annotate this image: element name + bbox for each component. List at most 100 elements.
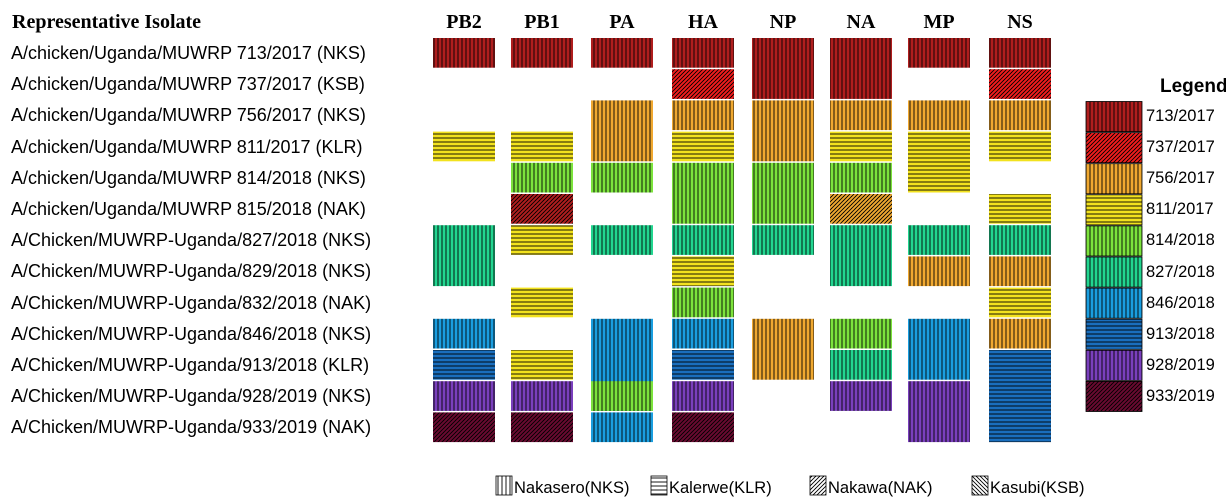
segment-cell-ha — [672, 287, 734, 318]
segment-cell-ns — [989, 100, 1051, 131]
legend-label: 913/2018 — [1146, 324, 1215, 343]
segment-cell-pa — [591, 381, 653, 411]
segment-cell-ha — [672, 256, 734, 287]
segment-header-np: NP — [769, 11, 797, 33]
legend-label: 737/2017 — [1146, 138, 1215, 157]
segment-cell-pa — [591, 225, 653, 255]
segment-cell-pb1 — [511, 225, 573, 255]
segment-cell-na — [830, 194, 892, 224]
segment-cell-pb2 — [433, 131, 495, 162]
segment-cell-ha — [672, 162, 734, 224]
isolate-label: A/Chicken/MUWRP-Uganda/913/2018 (KLR) — [11, 355, 370, 375]
isolate-label: A/Chicken/MUWRP-Uganda/928/2019 (NKS) — [11, 386, 372, 407]
legend-swatch — [1085, 225, 1143, 257]
isolate-label: A/Chicken/MUWRP-Uganda/846/2018 (NKS) — [11, 323, 372, 344]
location-label: Nakawa(NAK) — [828, 479, 933, 497]
segment-cell-pb1 — [511, 194, 573, 224]
segment-header-pb1: PB1 — [524, 11, 560, 33]
segment-cell-pb2 — [433, 38, 495, 68]
segment-cell-pb2 — [433, 318, 495, 349]
legend-label: 811/2017 — [1146, 200, 1214, 219]
segment-cell-ns — [989, 287, 1051, 318]
segment-cell-ha — [672, 131, 734, 162]
segment-cell-mp — [908, 256, 970, 287]
segment-cell-pb2 — [433, 225, 495, 287]
segment-cell-ns — [989, 194, 1051, 224]
legend-swatch — [1085, 101, 1143, 133]
segment-cell-np — [752, 318, 814, 380]
isolate-label: A/chicken/Uganda/MUWRP 756/2017 (NKS) — [11, 105, 366, 126]
legend-swatch — [1085, 380, 1143, 412]
segment-header-ns: NS — [1007, 11, 1033, 33]
segment-cell-pa — [591, 162, 653, 193]
cells-layer — [433, 38, 1051, 443]
segment-cell-pb2 — [433, 381, 495, 411]
segment-header-pb2: PB2 — [446, 11, 482, 33]
segment-cell-na — [830, 100, 892, 131]
segment-cell-pa — [591, 100, 653, 162]
isolate-label: A/chicken/Uganda/MUWRP 713/2017 (NKS) — [11, 43, 366, 63]
location-label: Nakasero(NKS) — [514, 479, 630, 497]
segment-cell-pb1 — [511, 287, 573, 318]
segment-cell-pb1 — [511, 38, 573, 68]
segment-cell-ns — [989, 69, 1051, 99]
segment-cell-ns — [989, 350, 1051, 443]
segment-cell-pb2 — [433, 350, 495, 380]
segment-cell-pb1 — [511, 131, 573, 162]
legend-swatch — [1085, 256, 1143, 288]
segment-cell-pb1 — [511, 381, 573, 411]
segment-cell-ha — [672, 38, 734, 68]
legend-swatch — [1085, 287, 1143, 319]
isolate-column-header: Representative Isolate — [12, 11, 202, 33]
segment-cell-ha — [672, 412, 734, 443]
segment-header-ha: HA — [688, 11, 718, 33]
segment-cell-na — [830, 162, 892, 193]
legend-swatch — [1085, 163, 1143, 195]
segment-cell-na — [830, 318, 892, 349]
legend-label: 713/2017 — [1146, 107, 1215, 125]
segment-cell-ns — [989, 256, 1051, 287]
segment-cell-ns — [989, 225, 1051, 255]
legend-label: 827/2018 — [1146, 262, 1215, 281]
legend-label: 814/2018 — [1146, 231, 1215, 250]
isolate-label: A/chicken/Uganda/MUWRP 811/2017 (KLR) — [11, 136, 363, 157]
segment-cell-na — [830, 350, 892, 380]
segment-cell-na — [830, 381, 892, 411]
isolate-label: A/Chicken/MUWRP-Uganda/933/2019 (NAK) — [11, 417, 372, 438]
location-label: Kasubi(KSB) — [990, 479, 1085, 497]
segment-cell-na — [830, 38, 892, 99]
isolate-label: A/Chicken/MUWRP-Uganda/832/2018 (NAK) — [11, 292, 372, 313]
isolate-label: A/chicken/Uganda/MUWRP 814/2018 (NKS) — [11, 167, 366, 188]
location-key-swatches — [495, 475, 989, 496]
segment-cell-ha — [672, 225, 734, 255]
isolate-label: A/chicken/Uganda/MUWRP 737/2017 (KSB) — [11, 74, 365, 95]
legend-swatch — [1085, 349, 1143, 381]
legend-swatch — [1085, 132, 1143, 164]
segment-cell-na — [830, 225, 892, 287]
legend-swatches — [1085, 101, 1143, 412]
segment-cell-mp — [908, 131, 970, 193]
segment-cell-ha — [672, 318, 734, 349]
segment-cell-ha — [672, 69, 734, 99]
segment-header-pa: PA — [609, 11, 635, 33]
legend-label: 846/2018 — [1146, 293, 1215, 312]
diagonal-lines-icon — [809, 475, 827, 496]
segment-cell-np — [752, 225, 814, 255]
segment-header-mp: MP — [923, 11, 955, 33]
segment-cell-mp — [908, 100, 970, 131]
segment-cell-mp — [908, 225, 970, 255]
segment-header-na: NA — [846, 11, 876, 33]
segment-cell-mp — [908, 38, 970, 68]
back-diagonal-lines-icon — [971, 475, 989, 496]
location-label: Kalerwe(KLR) — [669, 479, 772, 497]
legend-label: 933/2019 — [1146, 386, 1215, 405]
segment-cell-ns — [989, 131, 1051, 162]
segment-cell-np — [752, 100, 814, 162]
legend-swatch — [1085, 194, 1143, 226]
segment-cell-np — [752, 38, 814, 99]
segment-cell-ha — [672, 381, 734, 411]
segment-cell-np — [752, 162, 814, 224]
horizontal-lines-icon — [650, 475, 668, 496]
